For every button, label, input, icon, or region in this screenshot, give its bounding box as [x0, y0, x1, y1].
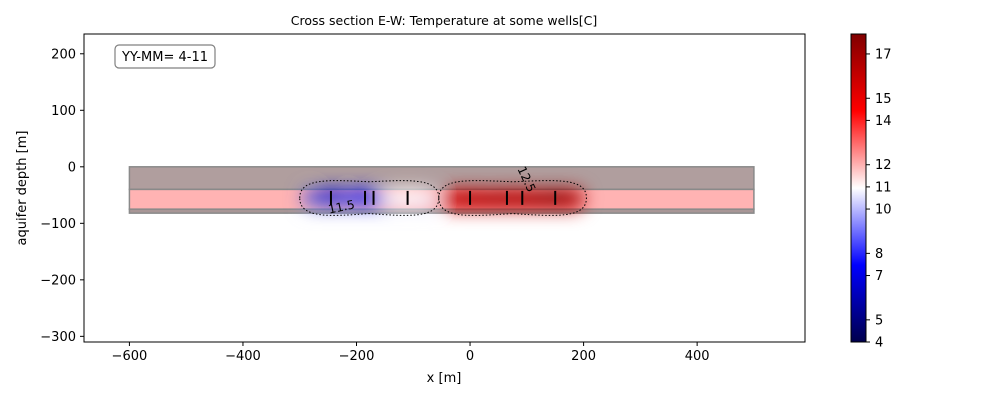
y-tick-label-5: −300: [40, 330, 76, 345]
x-tick-label-5: 400: [685, 349, 710, 364]
colorbar-tick-label-2: 7: [875, 269, 883, 284]
plot-frame: [83, 33, 806, 343]
x-tick-label-2: −200: [339, 349, 375, 364]
y-tick-label-1: 100: [51, 104, 76, 119]
x-tick-label-4: 200: [571, 349, 596, 364]
colorbar-tick-label-7: 14: [875, 114, 892, 129]
date-annotation: YY-MM= 4-11: [114, 44, 216, 69]
y-tick-label-2: 0: [68, 160, 76, 175]
contour-line-0: [299, 180, 440, 216]
wells-group: [329, 190, 557, 205]
x-tick-label-3: 0: [466, 349, 474, 364]
colorbar-tick-label-3: 8: [875, 247, 883, 262]
colorbar-tick-label-9: 17: [875, 47, 892, 62]
date-annotation-text: YY-MM= 4-11: [121, 50, 208, 65]
colorbar-tick-label-8: 15: [875, 92, 892, 107]
x-axis: −600 −400 −200 0 200 400: [112, 342, 710, 364]
layer-0: [128, 166, 755, 191]
colorbar-tick-label-0: 4: [875, 336, 883, 351]
layers-group: [128, 166, 755, 214]
y-tick-label-4: −200: [40, 273, 76, 288]
layer-2: [128, 208, 755, 214]
y-axis: 200 100 0 −100 −200 −300: [40, 47, 84, 345]
colorbar-tick-label-5: 11: [875, 180, 892, 195]
colorbar: 4 5 7 8 10 11 12 14 15 17: [850, 33, 892, 351]
colorbar-gradient: [850, 33, 867, 343]
contour-line-1: [438, 180, 587, 216]
y-tick-label-0: 200: [51, 47, 76, 62]
colorbar-tick-label-6: 12: [875, 158, 892, 173]
x-axis-label: x [m]: [427, 371, 462, 386]
colorbar-tick-label-4: 10: [875, 203, 892, 218]
x-tick-label-1: −400: [225, 349, 261, 364]
chart-title: Cross section E-W: Temperature at some w…: [291, 13, 598, 28]
colorbar-tick-label-1: 5: [875, 313, 883, 328]
contour-label-0: 11.5: [327, 197, 356, 216]
y-axis-label: aquifer depth [m]: [15, 131, 30, 246]
y-tick-label-3: −100: [40, 217, 76, 232]
x-tick-label-0: −600: [112, 349, 148, 364]
